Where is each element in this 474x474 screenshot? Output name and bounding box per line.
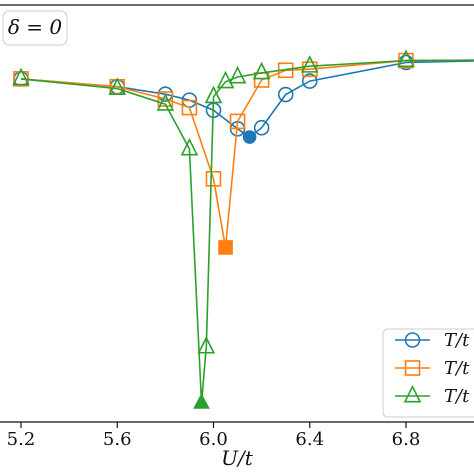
annotation-box: δ = 0 — [2, 10, 68, 46]
x-tick-label: 5.2 — [7, 429, 36, 450]
data-point — [253, 119, 270, 136]
x-tick-label: 6.4 — [295, 429, 324, 450]
data-point — [181, 99, 198, 116]
series-layer — [12, 49, 474, 409]
x-tick-label: 5.6 — [103, 429, 132, 450]
data-point — [252, 61, 271, 80]
series-line — [20, 59, 474, 404]
data-point — [228, 65, 247, 84]
data-point — [397, 49, 415, 68]
series-triangle — [12, 49, 474, 409]
annotation-frame — [2, 10, 68, 46]
legend-entry-circle: T/t — [395, 330, 470, 351]
data-point — [180, 137, 199, 156]
legend-marker — [403, 384, 422, 403]
x-tick-label: 6.0 — [199, 429, 228, 450]
legend-frame — [382, 328, 474, 418]
data-point-minimum — [218, 240, 233, 255]
data-point — [229, 113, 246, 130]
x-axis-title: U/t — [221, 446, 254, 470]
legend: T/t T/t T/t — [382, 328, 474, 418]
legend-entry-triangle: T/t — [395, 384, 470, 407]
x-tick-label: 6.8 — [392, 429, 421, 450]
legend-label: T/t — [444, 386, 470, 407]
annotation-text: δ = 0 — [8, 15, 63, 39]
data-point — [205, 171, 222, 187]
data-point — [300, 55, 319, 73]
data-point — [12, 67, 30, 86]
data-point — [301, 73, 318, 89]
data-point — [216, 70, 235, 89]
data-point — [157, 91, 174, 107]
data-point — [277, 86, 294, 103]
legend-entries: T/t T/t T/t — [395, 330, 470, 407]
data-point — [197, 335, 216, 354]
data-point-minimum — [242, 130, 257, 144]
legend-label: T/t — [444, 358, 470, 379]
data-point — [204, 85, 223, 104]
legend-entry-square: T/t — [395, 358, 470, 379]
legend-marker — [404, 332, 421, 348]
data-point-minimum — [193, 393, 210, 409]
legend-marker — [404, 360, 421, 376]
legend-label: T/t — [444, 330, 470, 351]
x-axis: 5.2 5.6 6.0 6.4 6.8 — [7, 422, 421, 450]
series-line — [20, 59, 474, 248]
data-point — [156, 93, 175, 111]
plot-frame — [0, 4, 474, 423]
data-point — [108, 77, 127, 96]
